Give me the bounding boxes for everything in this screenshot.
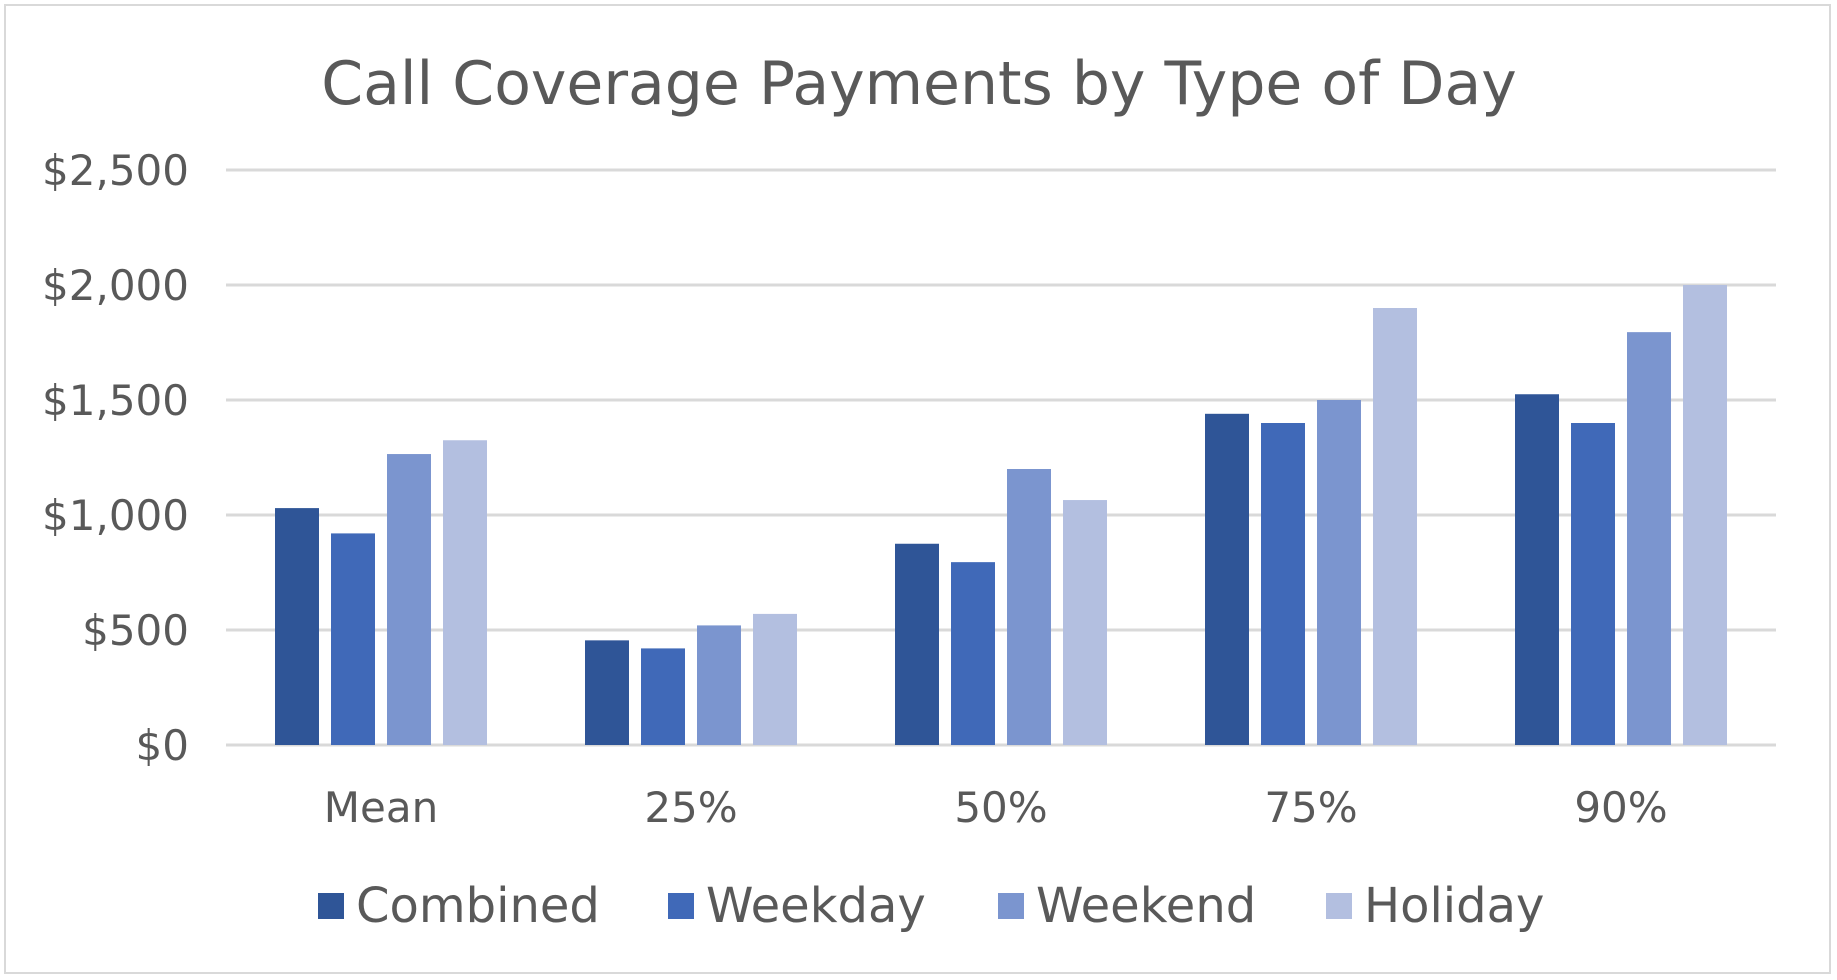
legend-label-weekend: Weekend [1036,878,1256,934]
bar-combined-3 [1205,413,1249,745]
bar-weekday-3 [1261,423,1305,745]
bar-weekday-4 [1571,423,1615,745]
bar-weekday-2 [951,562,995,745]
x-tick-label: 75% [1264,783,1357,832]
legend-swatch-weekend [998,893,1024,919]
legend-label-holiday: Holiday [1364,878,1544,934]
bar-combined-4 [1515,394,1559,745]
legend-swatch-holiday [1326,893,1352,919]
y-tick-label: $500 [82,606,189,655]
legend-swatch-combined [318,893,344,919]
bar-holiday-2 [1063,500,1107,745]
y-tick-label: $0 [136,721,189,770]
chart-svg: Call Coverage Payments by Type of Day $0… [42,49,1776,934]
chart-title: Call Coverage Payments by Type of Day [321,49,1517,119]
bar-holiday-1 [753,613,797,745]
x-tick-label: 25% [644,783,737,832]
y-tick-label: $1,000 [42,491,189,540]
bar-weekend-0 [387,454,431,745]
bar-combined-0 [275,508,319,745]
bar-holiday-4 [1683,285,1727,745]
chart-frame: Call Coverage Payments by Type of Day $0… [4,4,1831,974]
bar-combined-1 [585,640,629,745]
legend: Combined Weekday Weekend Holiday [318,878,1544,934]
bar-weekday-1 [641,648,685,745]
x-tick-label: Mean [324,783,438,832]
bar-holiday-0 [443,440,487,745]
bar-combined-2 [895,543,939,745]
bars [275,285,1727,745]
y-tick-label: $2,000 [42,261,189,310]
bar-weekend-4 [1627,332,1671,745]
bar-weekday-0 [331,533,375,745]
x-axis-tick-labels: Mean 25% 50% 75% 90% [324,783,1668,832]
y-axis-tick-labels: $0 $500 $1,000 $1,500 $2,000 $2,500 [42,146,189,770]
legend-swatch-weekday [668,893,694,919]
x-tick-label: 90% [1574,783,1667,832]
bar-weekend-1 [697,625,741,745]
bar-holiday-3 [1373,308,1417,745]
y-tick-label: $1,500 [42,376,189,425]
legend-label-combined: Combined [356,878,600,934]
legend-label-weekday: Weekday [706,878,926,934]
y-tick-label: $2,500 [42,146,189,195]
bar-weekend-3 [1317,400,1361,745]
bar-weekend-2 [1007,469,1051,745]
x-tick-label: 50% [954,783,1047,832]
